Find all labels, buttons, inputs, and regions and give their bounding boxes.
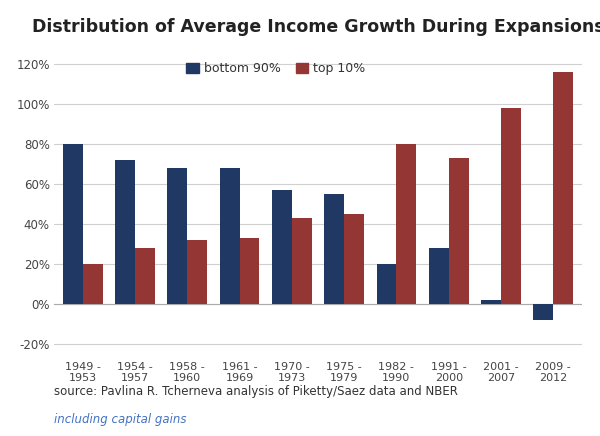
Bar	[344, 214, 364, 303]
Title: Distribution of Average Income Growth During Expansions: Distribution of Average Income Growth Du…	[32, 18, 600, 37]
Bar	[429, 248, 449, 303]
Bar	[501, 108, 521, 303]
Bar	[324, 194, 344, 303]
Text: source: Pavlina R. Tcherneva analysis of Piketty/Saez data and NBER: source: Pavlina R. Tcherneva analysis of…	[54, 385, 458, 398]
Bar	[449, 157, 469, 303]
Text: including capital gains: including capital gains	[54, 413, 187, 426]
Bar	[292, 218, 312, 303]
Bar	[397, 143, 416, 303]
Bar	[553, 72, 573, 303]
Bar	[187, 239, 207, 303]
Bar	[377, 263, 397, 303]
Bar	[481, 300, 501, 303]
Bar	[167, 167, 187, 303]
Legend: bottom 90%, top 10%: bottom 90%, top 10%	[186, 62, 365, 75]
Bar	[63, 143, 83, 303]
Bar	[83, 263, 103, 303]
Bar	[239, 238, 259, 303]
Bar	[533, 303, 553, 320]
Bar	[115, 160, 135, 303]
Bar	[220, 167, 239, 303]
Bar	[135, 248, 155, 303]
Bar	[272, 190, 292, 303]
